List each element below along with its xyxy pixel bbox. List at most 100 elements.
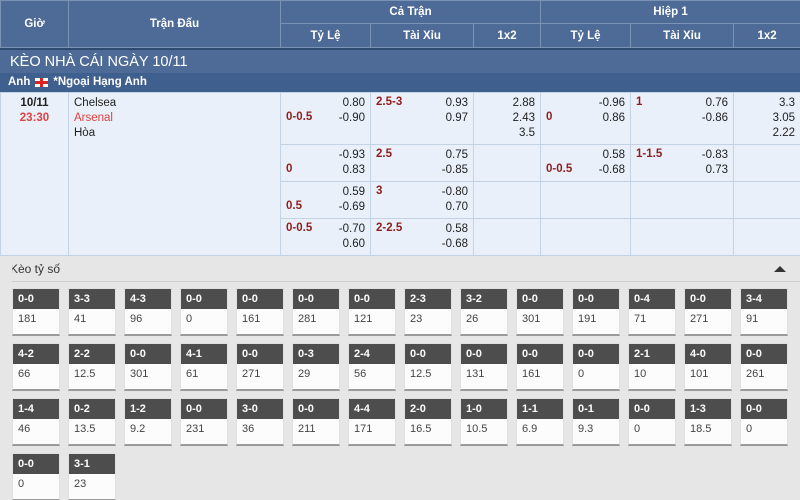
score-odds-cell[interactable]: 2-1 10 xyxy=(628,343,676,391)
odds-cell-half-handicap[interactable] xyxy=(540,218,631,256)
odds-price[interactable]: -0.80 xyxy=(441,186,468,198)
caret-up-icon[interactable] xyxy=(774,265,786,272)
score-odds-cell[interactable]: 0-0 181 xyxy=(12,288,60,336)
score-odds-cell[interactable]: 3-4 91 xyxy=(740,288,788,336)
odds-price[interactable]: 0.83 xyxy=(342,164,365,176)
odds-price[interactable]: 0.97 xyxy=(445,112,468,124)
score-odds-cell[interactable]: 0-0 231 xyxy=(180,398,228,446)
score-odds-cell[interactable]: 0-0 161 xyxy=(516,343,564,391)
score-odds-cell[interactable]: 1-0 10.5 xyxy=(460,398,508,446)
odds-cell-half-1x2[interactable]: 3.3 3.05 2.22 xyxy=(733,92,800,145)
score-odds-cell[interactable]: 0-0 211 xyxy=(292,398,340,446)
score-odds-cell[interactable]: 0-1 9.3 xyxy=(572,398,620,446)
league-header[interactable]: Anh *Ngoại Hạng Anh xyxy=(0,73,800,92)
score-odds-cell[interactable]: 0-0 0 xyxy=(12,453,60,500)
odds-price[interactable]: 0.59 xyxy=(342,186,365,198)
score-odds-cell[interactable]: 0-0 301 xyxy=(124,343,172,391)
odds-cell-full-handicap[interactable]: 0.5 0.59 -0.69 xyxy=(280,181,371,219)
odds-price[interactable]: 3.05 xyxy=(772,112,795,124)
score-odds-cell[interactable]: 0-0 0 xyxy=(628,398,676,446)
handicap-line[interactable]: 0-0.5 xyxy=(286,222,313,234)
odds-price[interactable]: -0.68 xyxy=(441,238,468,250)
score-odds-cell[interactable]: 0-0 161 xyxy=(236,288,284,336)
odds-price[interactable]: 3.5 xyxy=(519,127,535,139)
odds-cell-full-1x2[interactable]: 2.88 2.43 3.5 xyxy=(473,92,541,145)
score-odds-cell[interactable]: 0-2 13.5 xyxy=(68,398,116,446)
odds-price[interactable]: 0.80 xyxy=(342,97,365,109)
score-odds-cell[interactable]: 4-1 61 xyxy=(180,343,228,391)
score-odds-cell[interactable]: 0-0 131 xyxy=(460,343,508,391)
odds-cell-half-handicap[interactable]: 0 -0.96 0.86 xyxy=(540,92,631,145)
odds-cell-full-overunder[interactable]: 2-2.5 0.58 -0.68 xyxy=(370,218,474,256)
odds-price[interactable]: 0.76 xyxy=(705,97,728,109)
odds-price[interactable]: 0.58 xyxy=(602,149,625,161)
score-odds-cell[interactable]: 1-3 18.5 xyxy=(684,398,732,446)
handicap-line[interactable]: 0 xyxy=(546,111,553,123)
score-odds-cell[interactable]: 4-0 101 xyxy=(684,343,732,391)
odds-cell-half-overunder[interactable]: 1-1.5 -0.83 0.73 xyxy=(630,144,734,182)
score-odds-cell[interactable]: 2-0 16.5 xyxy=(404,398,452,446)
score-odds-cell[interactable]: 0-0 0 xyxy=(740,398,788,446)
score-odds-cell[interactable]: 0-0 121 xyxy=(348,288,396,336)
match-teams-cell[interactable]: Chelsea Arsenal Hòa xyxy=(68,92,281,256)
score-odds-cell[interactable]: 0-0 191 xyxy=(572,288,620,336)
score-odds-cell[interactable]: 2-4 56 xyxy=(348,343,396,391)
table-row[interactable]: 0.5 0.59 -0.69 3 -0.80 0.70 xyxy=(1,181,800,219)
odds-cell-half-handicap[interactable] xyxy=(540,181,631,219)
col-header-full-handicap[interactable]: Tỷ Lệ xyxy=(280,23,371,48)
col-header-match[interactable]: Trận Đấu xyxy=(68,0,281,48)
odds-cell-half-overunder[interactable] xyxy=(630,181,734,219)
odds-cell-half-1x2[interactable] xyxy=(733,144,800,182)
odds-cell-half-overunder[interactable] xyxy=(630,218,734,256)
score-odds-cell[interactable]: 0-0 0 xyxy=(180,288,228,336)
score-odds-cell[interactable]: 4-3 96 xyxy=(124,288,172,336)
score-odds-cell[interactable]: 0-3 29 xyxy=(292,343,340,391)
overunder-line[interactable]: 1-1.5 xyxy=(636,148,663,160)
score-odds-cell[interactable]: 0-0 271 xyxy=(236,343,284,391)
odds-price[interactable]: -0.93 xyxy=(338,149,365,161)
score-odds-cell[interactable]: 0-4 71 xyxy=(628,288,676,336)
col-header-full-overunder[interactable]: Tài Xỉu xyxy=(370,23,474,48)
odds-price[interactable]: 0.86 xyxy=(602,112,625,124)
overunder-line[interactable]: 2.5-3 xyxy=(376,96,403,108)
score-odds-cell[interactable]: 0-0 271 xyxy=(684,288,732,336)
odds-price[interactable]: -0.69 xyxy=(338,201,365,213)
odds-cell-full-handicap[interactable]: 0 -0.93 0.83 xyxy=(280,144,371,182)
col-header-time[interactable]: Giờ xyxy=(0,0,69,48)
odds-price[interactable]: 2.22 xyxy=(772,127,795,139)
score-odds-cell[interactable]: 2-2 12.5 xyxy=(68,343,116,391)
score-odds-cell[interactable]: 4-4 171 xyxy=(348,398,396,446)
odds-price[interactable]: -0.90 xyxy=(338,112,365,124)
odds-price[interactable]: -0.86 xyxy=(701,112,728,124)
odds-cell-full-overunder[interactable]: 2.5 0.75 -0.85 xyxy=(370,144,474,182)
odds-price[interactable]: 0.60 xyxy=(342,238,365,250)
odds-cell-half-overunder[interactable]: 1 0.76 -0.86 xyxy=(630,92,734,145)
overunder-line[interactable]: 1 xyxy=(636,96,643,108)
score-odds-cell[interactable]: 0-0 12.5 xyxy=(404,343,452,391)
odds-cell-full-1x2[interactable] xyxy=(473,181,541,219)
score-odds-cell[interactable]: 2-3 23 xyxy=(404,288,452,336)
odds-price[interactable]: -0.70 xyxy=(338,223,365,235)
odds-cell-half-handicap[interactable]: 0-0.5 0.58 -0.68 xyxy=(540,144,631,182)
score-panel-header[interactable]: Kèo tỷ số xyxy=(0,256,800,282)
overunder-line[interactable]: 3 xyxy=(376,185,383,197)
table-row[interactable]: 10/11 23:30 Chelsea Arsenal Hòa 0-0.5 0.… xyxy=(0,92,800,256)
score-odds-cell[interactable]: 3-3 41 xyxy=(68,288,116,336)
odds-cell-full-handicap[interactable]: 0-0.5 0.80 -0.90 xyxy=(280,92,371,145)
overunder-line[interactable]: 2.5 xyxy=(376,148,392,160)
score-odds-cell[interactable]: 0-0 281 xyxy=(292,288,340,336)
odds-price[interactable]: 0.73 xyxy=(705,164,728,176)
handicap-line[interactable]: 0 xyxy=(286,163,293,175)
handicap-line[interactable]: 0-0.5 xyxy=(286,111,313,123)
odds-cell-full-handicap[interactable]: 0-0.5 -0.70 0.60 xyxy=(280,218,371,256)
odds-price[interactable]: 0.70 xyxy=(445,201,468,213)
odds-price[interactable]: 0.93 xyxy=(445,97,468,109)
overunder-line[interactable]: 2-2.5 xyxy=(376,222,403,234)
odds-cell-full-overunder[interactable]: 3 -0.80 0.70 xyxy=(370,181,474,219)
col-header-full-1x2[interactable]: 1x2 xyxy=(472,23,542,48)
score-odds-cell[interactable]: 0-0 0 xyxy=(572,343,620,391)
col-header-half-handicap[interactable]: Tỷ Lệ xyxy=(540,23,632,48)
odds-price[interactable]: -0.83 xyxy=(701,149,728,161)
odds-price[interactable]: 0.58 xyxy=(445,223,468,235)
odds-price[interactable]: -0.96 xyxy=(598,97,625,109)
